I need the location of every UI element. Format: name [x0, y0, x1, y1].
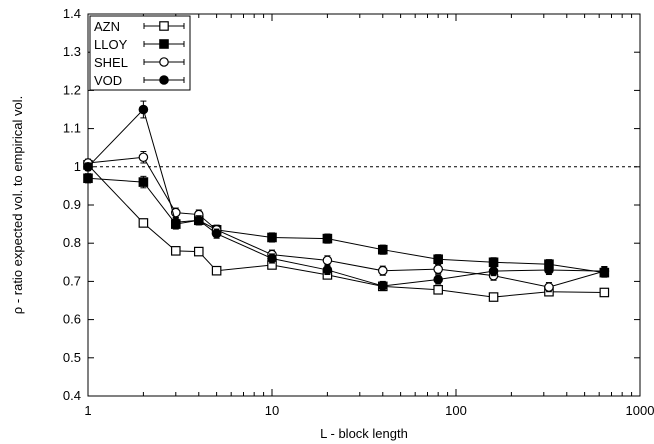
x-tick-label: 100	[445, 403, 467, 418]
series-line	[87, 108, 605, 287]
series-azn	[83, 160, 610, 302]
y-tick-label: 0.5	[63, 350, 81, 365]
series-line	[87, 164, 605, 298]
x-tick-label: 10	[265, 403, 279, 418]
legend-marker-shel	[159, 57, 169, 67]
y-tick-label: 0.7	[63, 273, 81, 288]
y-tick-label: 0.6	[63, 312, 81, 327]
data-point	[83, 162, 93, 172]
data-point	[322, 233, 333, 244]
legend: AZN LLOY SHEL VOD	[89, 15, 191, 91]
y-tick-label: 0.8	[63, 235, 81, 250]
data-point	[170, 246, 181, 256]
series-vod	[83, 100, 610, 292]
data-point	[138, 218, 149, 228]
data-point	[488, 257, 499, 268]
data-point	[83, 173, 93, 184]
y-tick-label: 1.1	[63, 121, 81, 136]
data-point	[433, 264, 443, 274]
series-line	[87, 177, 605, 274]
data-point	[544, 265, 554, 275]
legend-label-lloy: LLOY	[94, 37, 128, 52]
data-point	[433, 285, 443, 295]
data-point	[138, 104, 149, 115]
data-point	[267, 232, 277, 243]
axis-ticks: 0.4 0.5 0.6 0.7 0.8 0.9 1 1.1 1.2 1.3 1.4 1 10 100 100…	[63, 6, 654, 418]
data-point	[488, 292, 499, 302]
y-tick-label: 1.4	[63, 6, 81, 21]
x-tick-label: 1000	[626, 403, 654, 418]
data-point	[211, 228, 222, 239]
data-point	[267, 253, 277, 264]
data-point	[377, 281, 388, 291]
x-axis-label: L - block length	[320, 426, 408, 441]
data-point	[322, 265, 333, 275]
data-point	[488, 266, 499, 276]
y-tick-label: 1.2	[63, 82, 81, 97]
data-point	[377, 244, 388, 255]
legend-marker-azn	[159, 21, 169, 31]
y-tick-label: 0.9	[63, 197, 81, 212]
y-tick-label: 0.4	[63, 388, 81, 403]
data-point	[211, 265, 222, 276]
y-tick-label: 1	[74, 159, 81, 174]
data-point	[138, 177, 149, 187]
data-point	[138, 152, 149, 163]
data-point	[170, 217, 181, 227]
y-tick-label: 1.3	[63, 44, 81, 59]
data-point	[433, 254, 443, 265]
legend-marker-lloy	[159, 39, 169, 49]
legend-label-azn: AZN	[94, 19, 120, 34]
legend-label-vod: VOD	[94, 73, 122, 88]
data-point	[322, 255, 333, 266]
data-point	[193, 215, 204, 226]
data-point	[599, 266, 610, 276]
legend-box	[89, 15, 191, 91]
y-axis-label: ρ - ratio expected vol. to empirical vol…	[10, 96, 25, 314]
data-point	[599, 287, 610, 298]
legend-marker-vod	[159, 75, 169, 85]
data-point	[544, 282, 554, 292]
data-point	[433, 274, 443, 285]
series-line	[87, 156, 605, 288]
data-point	[193, 246, 204, 257]
legend-label-shel: SHEL	[94, 55, 128, 70]
series-layer	[83, 100, 610, 302]
data-point	[377, 265, 388, 276]
x-tick-label: 1	[84, 403, 91, 418]
